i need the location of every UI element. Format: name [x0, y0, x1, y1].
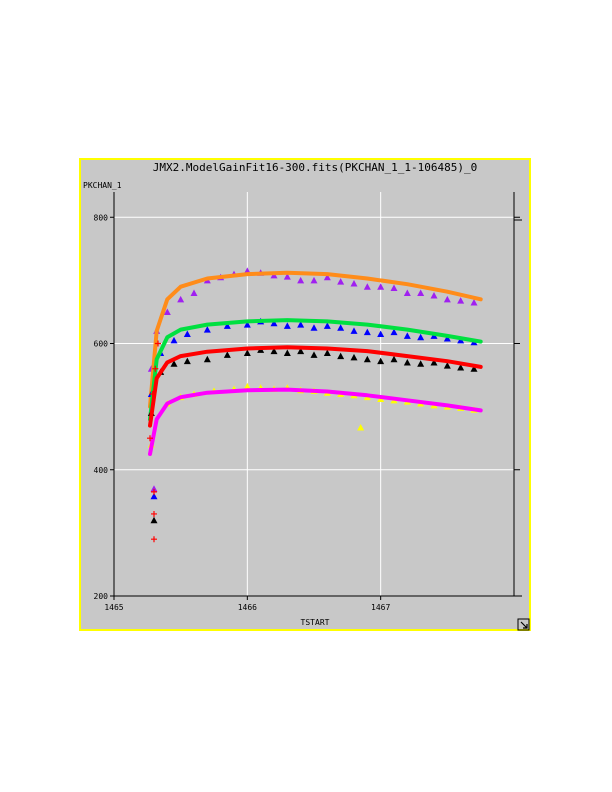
data-point — [297, 321, 305, 328]
chart-title: JMX2.ModelGainFit16-300.fits(PKCHAN_1_1-… — [153, 161, 478, 174]
data-point — [337, 278, 345, 285]
data-point — [350, 280, 358, 287]
data-point — [390, 355, 398, 363]
x-tick-label: 1466 — [238, 603, 257, 612]
data-point — [337, 352, 345, 360]
x-tick-label: 1467 — [371, 603, 390, 612]
data-point — [223, 322, 231, 329]
data-point — [283, 349, 291, 356]
data-point — [150, 485, 158, 492]
data-point — [350, 353, 358, 361]
data-point — [170, 360, 178, 367]
axes: 200 400 600 800 1465 1466 1467 — [94, 192, 522, 612]
data-point — [170, 336, 178, 344]
data-point — [243, 349, 251, 356]
data-point — [177, 295, 185, 303]
data-point — [430, 292, 438, 299]
data-point — [403, 332, 411, 339]
data-point — [337, 324, 345, 331]
data-point — [363, 328, 371, 336]
grid — [114, 192, 514, 596]
data-point — [270, 347, 278, 355]
data-point — [147, 435, 153, 442]
data-point — [457, 363, 465, 371]
data-point — [357, 423, 365, 431]
data-point — [283, 273, 291, 280]
data-point — [150, 516, 158, 524]
data-point — [243, 321, 251, 328]
x-axis-label: TSTART — [301, 618, 330, 627]
data-point — [390, 284, 398, 291]
data-point — [310, 276, 318, 284]
data-point — [150, 492, 158, 500]
data-point — [323, 349, 331, 356]
data-point — [223, 351, 231, 358]
fit-line — [148, 270, 483, 409]
data-layer — [147, 267, 483, 543]
data-point — [417, 360, 425, 367]
data-point — [203, 326, 211, 333]
data-point — [323, 273, 331, 281]
data-point — [417, 289, 425, 296]
data-point — [155, 340, 161, 347]
data-point — [377, 357, 385, 365]
data-point — [430, 358, 438, 366]
data-point — [457, 297, 465, 304]
data-point — [297, 347, 305, 355]
fit-line — [148, 318, 483, 422]
data-point — [203, 355, 211, 363]
y-tick-label: 400 — [94, 466, 109, 475]
data-point — [151, 488, 157, 495]
y-axis-label: PKCHAN_1 — [83, 181, 122, 190]
resize-corner-icon[interactable] — [517, 618, 530, 631]
data-point — [151, 536, 157, 543]
fit-line — [148, 387, 483, 456]
data-point — [403, 358, 411, 366]
y-tick-label: 200 — [94, 592, 109, 601]
data-point — [151, 510, 157, 517]
data-point — [243, 382, 251, 390]
data-point — [443, 295, 451, 303]
data-point — [149, 391, 156, 397]
y-tick-label: 800 — [94, 213, 109, 222]
data-point — [390, 328, 398, 336]
data-point — [163, 308, 171, 315]
data-point — [363, 283, 371, 290]
data-point — [183, 357, 191, 365]
data-point — [363, 355, 371, 363]
data-point — [270, 319, 278, 327]
data-point — [377, 283, 385, 290]
fit-line — [148, 345, 483, 428]
data-point — [417, 333, 425, 341]
data-point — [310, 351, 318, 358]
data-point — [323, 322, 331, 329]
data-point — [183, 330, 191, 338]
data-point — [152, 365, 159, 372]
data-point — [403, 289, 411, 296]
data-point — [350, 327, 358, 334]
data-point — [190, 289, 198, 296]
data-point — [377, 330, 385, 338]
data-point — [443, 334, 451, 342]
y-tick-label: 600 — [94, 340, 109, 349]
data-point — [470, 365, 478, 372]
data-point — [443, 362, 451, 369]
data-point — [283, 322, 291, 329]
data-point — [470, 298, 478, 306]
data-point — [310, 324, 318, 331]
data-point — [297, 276, 305, 284]
x-tick-label: 1465 — [104, 603, 123, 612]
